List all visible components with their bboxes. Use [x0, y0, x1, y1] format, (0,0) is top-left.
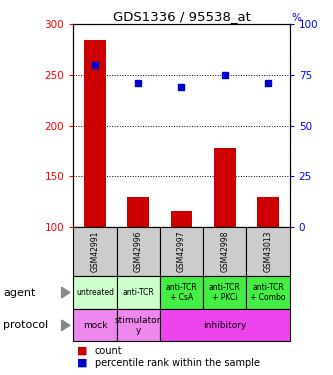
Text: ■: ■ [77, 358, 87, 368]
Title: GDS1336 / 95538_at: GDS1336 / 95538_at [113, 10, 250, 23]
Bar [127, 196, 149, 227]
Text: ■: ■ [77, 346, 87, 355]
Text: mock: mock [83, 321, 107, 330]
Text: GSM42998: GSM42998 [220, 231, 229, 272]
Text: GSM43013: GSM43013 [263, 231, 273, 272]
Bar [170, 211, 192, 227]
Bar [84, 40, 106, 227]
Text: inhibitory: inhibitory [203, 321, 246, 330]
Text: GSM42991: GSM42991 [90, 231, 100, 272]
Text: GSM42997: GSM42997 [177, 231, 186, 272]
Text: percentile rank within the sample: percentile rank within the sample [95, 358, 260, 368]
Text: anti-TCR: anti-TCR [122, 288, 154, 297]
Text: GSM42996: GSM42996 [134, 231, 143, 272]
Text: agent: agent [3, 288, 36, 297]
Text: anti-TCR
+ CsA: anti-TCR + CsA [166, 283, 197, 302]
Text: count: count [95, 346, 123, 355]
Bar [257, 196, 279, 227]
Text: protocol: protocol [3, 320, 49, 330]
Bar [214, 148, 236, 227]
Text: stimulator
y: stimulator y [115, 316, 162, 334]
Text: anti-TCR
+ PKCi: anti-TCR + PKCi [209, 283, 241, 302]
Text: %: % [291, 13, 301, 23]
Text: anti-TCR
+ Combo: anti-TCR + Combo [250, 283, 286, 302]
Text: untreated: untreated [76, 288, 114, 297]
